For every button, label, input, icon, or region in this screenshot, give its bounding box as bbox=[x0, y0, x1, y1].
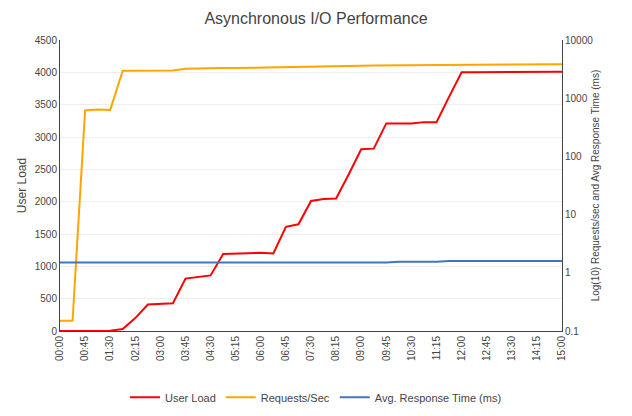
svg-text:Avg. Response Time (ms): Avg. Response Time (ms) bbox=[375, 392, 501, 404]
svg-text:15:00: 15:00 bbox=[556, 336, 567, 361]
svg-text:12:45: 12:45 bbox=[481, 336, 492, 361]
svg-text:Log(10) Requests/sec and Avg R: Log(10) Requests/sec and Avg Response Ti… bbox=[590, 70, 601, 302]
svg-text:00:00: 00:00 bbox=[54, 336, 65, 361]
svg-text:08:15: 08:15 bbox=[330, 336, 341, 361]
svg-text:Asynchronous I/O Performance: Asynchronous I/O Performance bbox=[204, 10, 427, 27]
svg-text:2000: 2000 bbox=[35, 196, 58, 207]
svg-text:14:15: 14:15 bbox=[531, 336, 542, 361]
svg-text:2500: 2500 bbox=[35, 164, 58, 175]
svg-text:03:00: 03:00 bbox=[155, 336, 166, 361]
svg-text:03:45: 03:45 bbox=[180, 336, 191, 361]
svg-text:01:30: 01:30 bbox=[104, 336, 115, 361]
svg-text:4500: 4500 bbox=[35, 35, 58, 46]
svg-text:04:30: 04:30 bbox=[205, 336, 216, 361]
svg-text:1000: 1000 bbox=[565, 93, 588, 104]
svg-text:13:30: 13:30 bbox=[506, 336, 517, 361]
svg-text:3500: 3500 bbox=[35, 99, 58, 110]
svg-text:0.1: 0.1 bbox=[565, 326, 579, 337]
svg-text:02:15: 02:15 bbox=[130, 336, 141, 361]
svg-text:06:45: 06:45 bbox=[280, 336, 291, 361]
svg-text:10:30: 10:30 bbox=[406, 336, 417, 361]
svg-text:00:45: 00:45 bbox=[79, 336, 90, 361]
svg-text:12:00: 12:00 bbox=[456, 336, 467, 361]
svg-text:1000: 1000 bbox=[35, 261, 58, 272]
svg-text:09:00: 09:00 bbox=[355, 336, 366, 361]
svg-text:User Load: User Load bbox=[15, 158, 29, 213]
svg-text:07:30: 07:30 bbox=[305, 336, 316, 361]
svg-text:User Load: User Load bbox=[165, 392, 216, 404]
svg-text:3000: 3000 bbox=[35, 132, 58, 143]
svg-text:05:15: 05:15 bbox=[230, 336, 241, 361]
svg-text:06:00: 06:00 bbox=[255, 336, 266, 361]
svg-text:Requests/Sec: Requests/Sec bbox=[261, 392, 330, 404]
svg-text:4000: 4000 bbox=[35, 67, 58, 78]
svg-text:500: 500 bbox=[40, 293, 57, 304]
svg-text:100: 100 bbox=[565, 151, 582, 162]
svg-text:11:15: 11:15 bbox=[431, 336, 442, 361]
svg-text:1500: 1500 bbox=[35, 229, 58, 240]
svg-text:1: 1 bbox=[565, 267, 571, 278]
svg-text:0: 0 bbox=[51, 326, 57, 337]
svg-text:10: 10 bbox=[565, 209, 577, 220]
svg-text:09:45: 09:45 bbox=[381, 336, 392, 361]
svg-text:10000: 10000 bbox=[565, 35, 593, 46]
